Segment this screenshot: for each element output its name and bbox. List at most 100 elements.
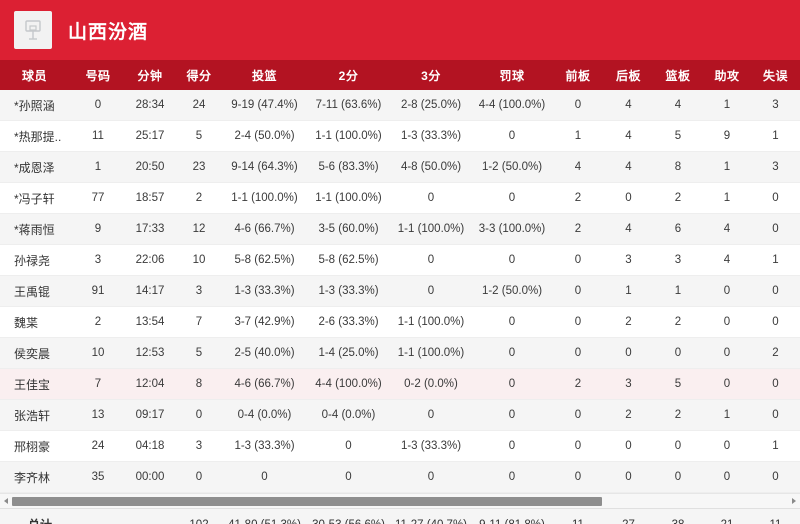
cell-oreb: 0: [552, 306, 604, 338]
cell-ft: 1-2 (50.0%): [472, 151, 552, 183]
table-row[interactable]: *蒋雨恒 9 17:33 12 4-6 (66.7%) 3-5 (60.0%) 1-1 (1…: [0, 213, 800, 245]
table-row[interactable]: 王禹锟 91 14:17 3 1-3 (33.3%) 1-3 (33.3%) 0 1-2 (5…: [0, 275, 800, 307]
column-header-to[interactable]: 失误: [751, 60, 800, 90]
column-header-oreb[interactable]: 前板: [552, 60, 604, 90]
box-score-table: 球员 号码 分钟 得分 投篮 2分 3分 罚球 前板 后板 篮板 助攻 失误 *…: [0, 60, 800, 493]
cell-points: 8: [176, 368, 222, 400]
cell-fg2: 1-1 (100.0%): [307, 182, 390, 214]
cell-points: 0: [176, 461, 222, 493]
cell-to: 0: [751, 306, 800, 338]
table-row[interactable]: 魏枼 2 13:54 7 3-7 (42.9%) 2-6 (33.3%) 1-1 (100.…: [0, 306, 800, 338]
cell-ft: 4-4 (100.0%): [472, 90, 552, 121]
cell-fg2: 4-4 (100.0%): [307, 368, 390, 400]
cell-player: 王禹锟: [0, 275, 72, 307]
cell-points: 23: [176, 151, 222, 183]
cell-oreb: 4: [552, 151, 604, 183]
cell-reb: 0: [653, 430, 703, 462]
cell-number: 77: [72, 182, 124, 214]
cell-fg2: 3-5 (60.0%): [307, 213, 390, 245]
scrollbar-track[interactable]: [12, 496, 788, 506]
table-row[interactable]: 孙禄尧 3 22:06 10 5-8 (62.5%) 5-8 (62.5%) 0 0 0 3 3 4 1: [0, 244, 800, 276]
cell-player: *热那提..: [0, 120, 72, 152]
cell-reb: 2: [653, 182, 703, 214]
cell-fg: 2-5 (40.0%): [222, 337, 307, 369]
scrollbar-thumb[interactable]: [12, 496, 602, 506]
cell-minutes: 12:04: [124, 368, 176, 400]
column-header-fg3[interactable]: 3分: [390, 60, 472, 90]
cell-number: 2: [72, 306, 124, 338]
totals-table: 总计 - - 102 41-80 (51.3%) 30-53 (56.6%) 1…: [0, 509, 800, 524]
table-row[interactable]: 邢栩豪 24 04:18 3 1-3 (33.3%) 0 1-3 (33.3%) 0 0 0 0 0 1: [0, 430, 800, 462]
cell-ft: 3-3 (100.0%): [472, 213, 552, 245]
cell-player: 李齐林: [0, 461, 72, 493]
table-row[interactable]: *热那提.. 11 25:17 5 2-4 (50.0%) 1-1 (100.0%) 1-3…: [0, 120, 800, 152]
cell-ast: 0: [703, 430, 751, 462]
team-name: 山西汾酒: [68, 21, 149, 43]
triangle-left-icon[interactable]: [0, 494, 12, 508]
cell-minutes: 12:53: [124, 337, 176, 369]
cell-fg2: 2-6 (33.3%): [307, 306, 390, 338]
cell-fg2: 7-11 (63.6%): [307, 90, 390, 121]
cell-fg: 3-7 (42.9%): [222, 306, 307, 338]
cell-fg3: 1-3 (33.3%): [390, 120, 472, 152]
cell-reb: 4: [653, 90, 703, 121]
cell-minutes: 17:33: [124, 213, 176, 245]
column-header-dreb[interactable]: 后板: [604, 60, 653, 90]
team-banner: 山西汾酒: [0, 0, 800, 60]
totals-row: 总计 - - 102 41-80 (51.3%) 30-53 (56.6%) 1…: [0, 509, 800, 524]
totals-minutes: -: [124, 509, 176, 524]
cell-number: 13: [72, 399, 124, 431]
column-header-points[interactable]: 得分: [176, 60, 222, 90]
cell-reb: 2: [653, 306, 703, 338]
table-row[interactable]: 侯奕晨 10 12:53 5 2-5 (40.0%) 1-4 (25.0%) 1-1 (10…: [0, 337, 800, 369]
cell-player: 魏枼: [0, 306, 72, 338]
cell-minutes: 09:17: [124, 399, 176, 431]
cell-dreb: 2: [604, 399, 653, 431]
cell-fg3: 0: [390, 244, 472, 276]
cell-minutes: 04:18: [124, 430, 176, 462]
table-row[interactable]: 李齐林 35 00:00 0 0 0 0 0 0 0 0 0 0: [0, 461, 800, 493]
column-header-ast[interactable]: 助攻: [703, 60, 751, 90]
table-row[interactable]: 王佳宝 7 12:04 8 4-6 (66.7%) 4-4 (100.0%) 0-2 (0.…: [0, 368, 800, 400]
cell-points: 24: [176, 90, 222, 121]
cell-fg: 1-1 (100.0%): [222, 182, 307, 214]
column-header-fg2[interactable]: 2分: [307, 60, 390, 90]
cell-to: 1: [751, 244, 800, 276]
cell-ft: 0: [472, 399, 552, 431]
cell-oreb: 2: [552, 182, 604, 214]
cell-fg: 5-8 (62.5%): [222, 244, 307, 276]
horizontal-scrollbar[interactable]: [0, 493, 800, 509]
team-logo: [14, 11, 52, 49]
cell-player: 张浩轩: [0, 399, 72, 431]
cell-reb: 2: [653, 399, 703, 431]
column-header-reb[interactable]: 篮板: [653, 60, 703, 90]
cell-dreb: 3: [604, 368, 653, 400]
cell-fg: 0-4 (0.0%): [222, 399, 307, 431]
cell-reb: 0: [653, 337, 703, 369]
cell-minutes: 28:34: [124, 90, 176, 121]
cell-ast: 0: [703, 337, 751, 369]
table-row[interactable]: *成恩泽 1 20:50 23 9-14 (64.3%) 5-6 (83.3%) 4-8 (…: [0, 151, 800, 183]
cell-ast: 1: [703, 90, 751, 121]
column-header-ft[interactable]: 罚球: [472, 60, 552, 90]
column-header-fg[interactable]: 投篮: [222, 60, 307, 90]
table-row[interactable]: *冯子轩 77 18:57 2 1-1 (100.0%) 1-1 (100.0%) 0 0 2 0…: [0, 182, 800, 214]
cell-fg3: 1-1 (100.0%): [390, 337, 472, 369]
cell-player: 王佳宝: [0, 368, 72, 400]
triangle-right-icon[interactable]: [788, 494, 800, 508]
table-body: *孙照涵 0 28:34 24 9-19 (47.4%) 7-11 (63.6%) 2-8 …: [0, 90, 800, 493]
table-row[interactable]: 张浩轩 13 09:17 0 0-4 (0.0%) 0-4 (0.0%) 0 0 0 2 2 1 0: [0, 399, 800, 431]
cell-ast: 1: [703, 151, 751, 183]
table-row[interactable]: *孙照涵 0 28:34 24 9-19 (47.4%) 7-11 (63.6%) 2-8 …: [0, 90, 800, 121]
cell-to: 1: [751, 120, 800, 152]
cell-to: 0: [751, 461, 800, 493]
cell-number: 9: [72, 213, 124, 245]
cell-dreb: 3: [604, 244, 653, 276]
cell-to: 3: [751, 151, 800, 183]
table-header-row: 球员 号码 分钟 得分 投篮 2分 3分 罚球 前板 后板 篮板 助攻 失误: [0, 60, 800, 90]
totals-dreb: 27: [604, 509, 653, 524]
totals-fg: 41-80 (51.3%): [222, 509, 307, 524]
column-header-player[interactable]: 球员: [0, 60, 72, 90]
column-header-minutes[interactable]: 分钟: [124, 60, 176, 90]
column-header-number[interactable]: 号码: [72, 60, 124, 90]
